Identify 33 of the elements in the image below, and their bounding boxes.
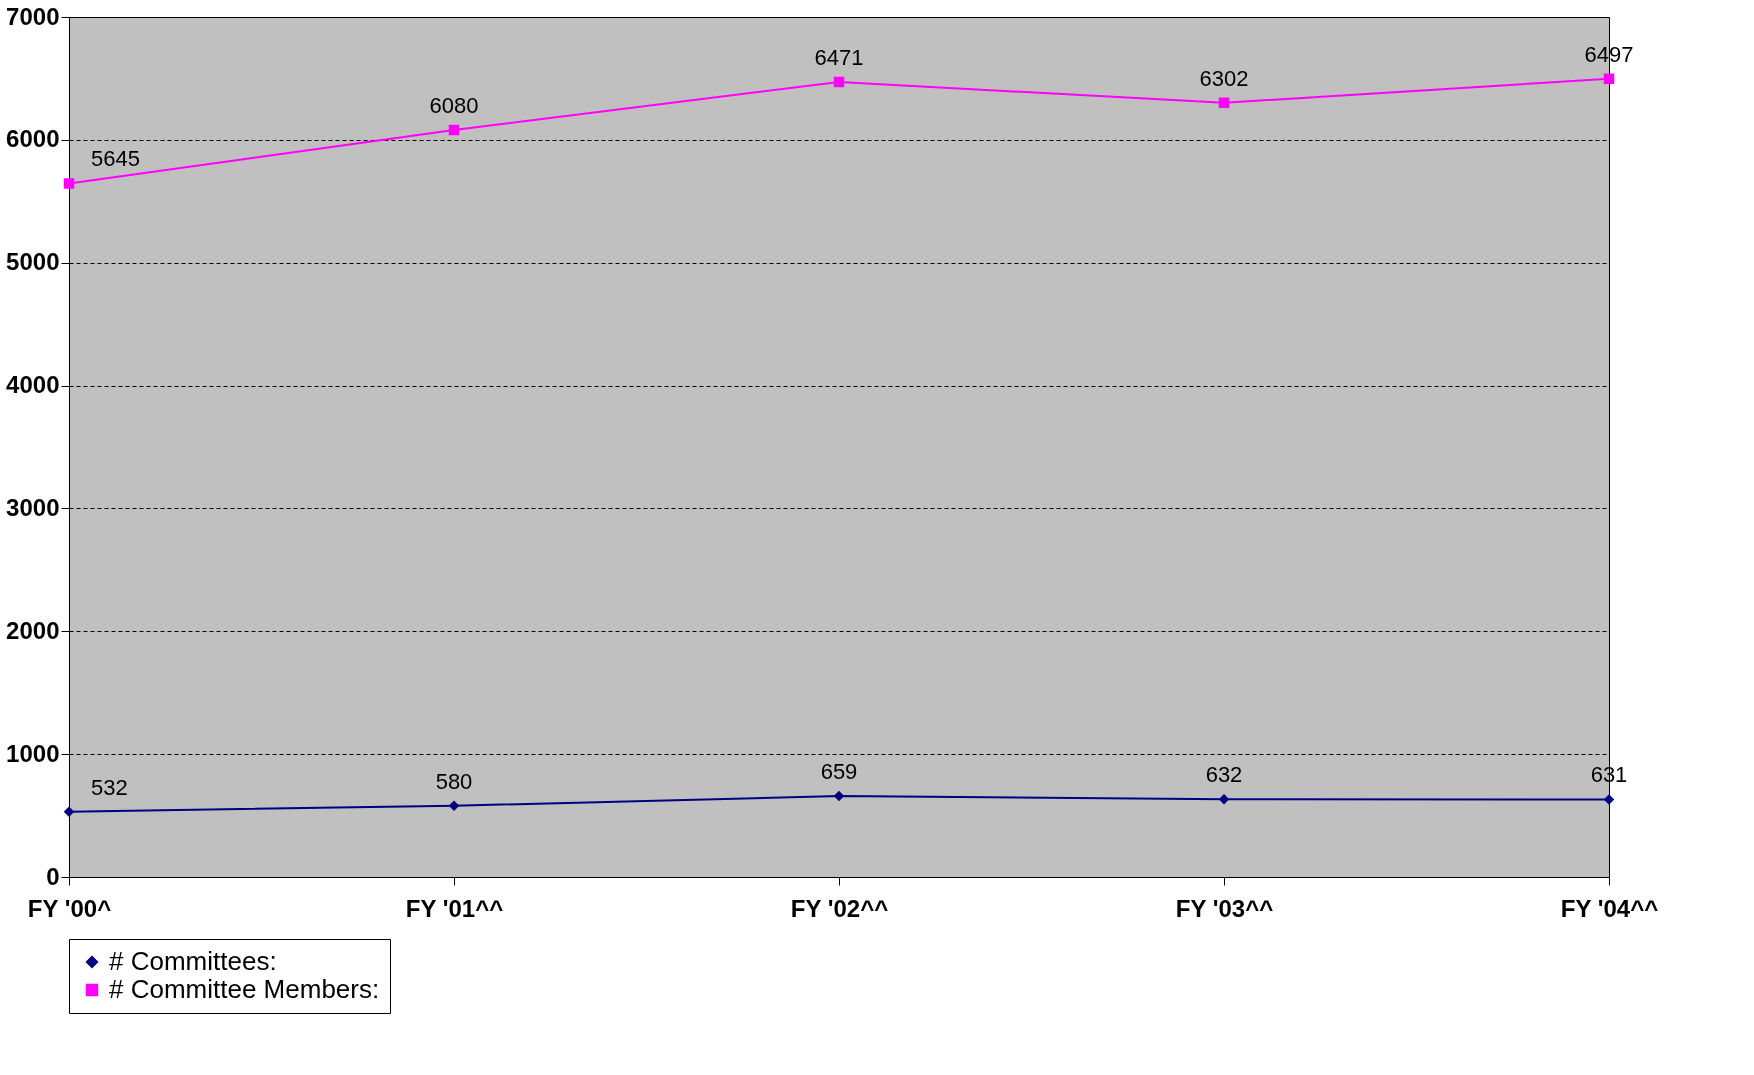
- point: [833, 790, 845, 802]
- data-label: 659: [820, 759, 858, 785]
- data-label: 632: [1205, 762, 1243, 788]
- point: [63, 806, 75, 817]
- y-tick-label: 2000: [6, 616, 60, 644]
- point: [833, 76, 845, 88]
- data-label: 6471: [814, 44, 864, 70]
- data-label: 5645: [91, 146, 140, 172]
- point: [1603, 794, 1615, 805]
- point: [448, 124, 460, 136]
- y-tick-label: 3000: [6, 493, 60, 521]
- legend-label: # Committee Members:: [109, 974, 380, 1004]
- data-label: 580: [435, 768, 473, 794]
- x-tick-label: FY '03^^: [1175, 894, 1274, 922]
- y-tick-label: 7000: [6, 2, 60, 30]
- x-tick-label: FY '01^^: [405, 894, 504, 922]
- data-label: 6080: [429, 93, 479, 119]
- x-tick-label: FY '00^: [27, 894, 112, 922]
- y-tick-label: 6000: [6, 125, 60, 153]
- y-tick-label: 5000: [6, 248, 60, 276]
- x-tick-label: FY '04^^: [1560, 894, 1659, 922]
- point: [448, 800, 460, 811]
- point: [63, 178, 75, 189]
- y-tick-label: 1000: [6, 739, 60, 767]
- data-label: 532: [91, 774, 128, 800]
- y-tick-label: 0: [46, 862, 60, 890]
- point: [1218, 97, 1230, 108]
- data-label: 6302: [1199, 65, 1249, 91]
- point: [1218, 794, 1230, 805]
- x-tick-label: FY '02^^: [790, 894, 889, 922]
- y-tick-label: 4000: [6, 371, 60, 399]
- point: [1603, 73, 1615, 85]
- legend-label: # Committees:: [109, 946, 277, 976]
